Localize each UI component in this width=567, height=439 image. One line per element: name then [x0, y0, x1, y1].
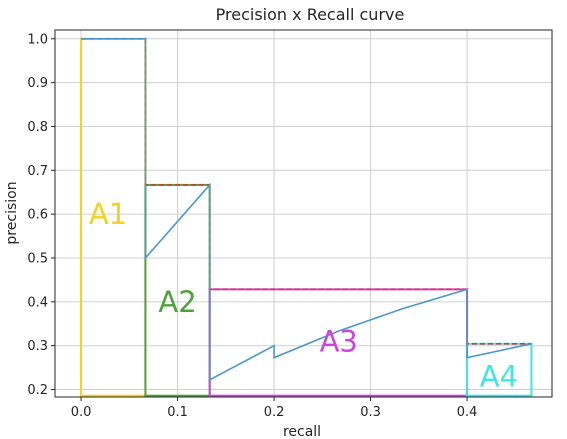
series-lines: [81, 37, 532, 382]
interpolated-precision-line: [81, 37, 532, 345]
y-tick-label: 0.7: [27, 164, 48, 179]
area-label-a2: A2: [158, 285, 196, 319]
x-tick-label: 0.2: [264, 405, 285, 420]
x-tick-label: 0.3: [360, 405, 381, 420]
chart-title: Precision x Recall curve: [216, 5, 405, 24]
plot-frame: [54, 29, 553, 398]
x-axis-label: recall: [283, 424, 321, 439]
x-tick-label: 0.0: [71, 405, 92, 420]
area-rectangles: [80, 37, 533, 397]
area-labels: A1 A2 A3 A4: [89, 197, 518, 393]
grid: [55, 30, 552, 397]
area-label-a3: A3: [320, 324, 358, 358]
area-label-a1: A1: [89, 197, 127, 231]
y-tick-label: 0.2: [27, 383, 48, 398]
y-tick-label: 1.0: [27, 32, 48, 47]
area-label-a4: A4: [480, 359, 518, 393]
y-tick-label: 0.4: [27, 295, 48, 310]
y-axis-label: precision: [4, 181, 20, 244]
y-tick-label: 0.6: [27, 208, 48, 223]
precision-recall-line: [81, 37, 532, 382]
y-tick-label: 0.9: [27, 76, 48, 91]
y-tick-label: 0.8: [27, 120, 48, 135]
interpolated-envelope: [81, 37, 532, 345]
y-tick-label: 0.5: [27, 252, 48, 267]
x-tick-label: 0.1: [167, 405, 188, 420]
x-tick-label: 0.4: [457, 405, 478, 420]
y-tick-label: 0.3: [27, 339, 48, 354]
tick-labels: 0.0 0.1 0.2 0.3 0.4 0.2 0.3 0.4 0.5 0.6 0.7 0.8 0.9 1…: [27, 32, 477, 420]
